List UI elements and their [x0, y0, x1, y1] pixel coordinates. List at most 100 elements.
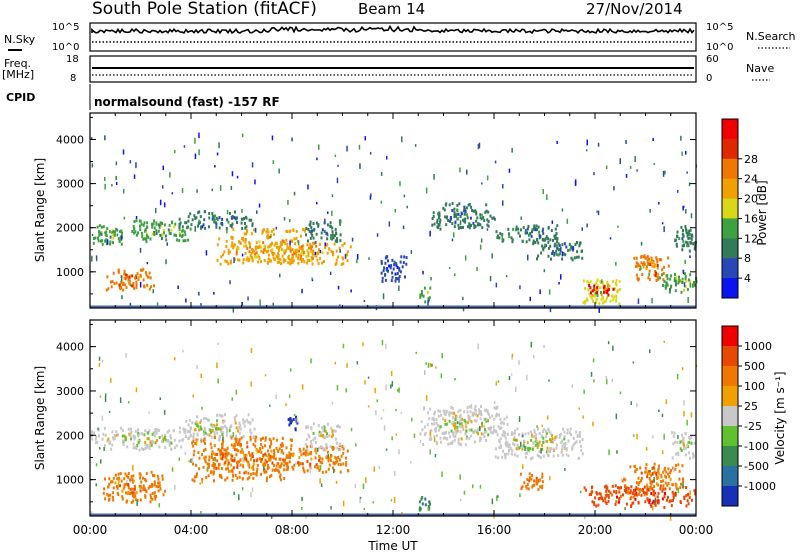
- echo-cell: [662, 479, 665, 483]
- echo-cell: [107, 485, 110, 489]
- echo-cell: [443, 432, 446, 435]
- echo-cell: [192, 435, 195, 439]
- echo-cell: [572, 443, 575, 447]
- echo-cell: [662, 284, 664, 287]
- echo-cell: [263, 470, 266, 474]
- echo-cell: [290, 421, 292, 425]
- echo-cell: [232, 466, 235, 470]
- colorbar-swatch: [722, 278, 738, 299]
- echo-cell: [242, 258, 245, 261]
- echo-cell: [331, 431, 334, 435]
- echo-cell: [237, 460, 239, 464]
- colorbar-swatch: [722, 446, 738, 467]
- echo-cell: [148, 287, 151, 291]
- echo-cell: [449, 442, 452, 445]
- echo-cell: [521, 445, 524, 449]
- echo-cell: [240, 436, 243, 440]
- echo-cell: [331, 466, 334, 470]
- echo-cell: [263, 244, 266, 248]
- echo-cell: [265, 476, 268, 480]
- echo-cell: [665, 470, 668, 474]
- echo-cell: [635, 256, 638, 260]
- echo-cell: [686, 234, 689, 238]
- echo-cell: [597, 210, 600, 216]
- echo-cell: [134, 230, 137, 234]
- echo-cell: [339, 239, 342, 243]
- echo-cell: [123, 434, 126, 438]
- echo-cell: [489, 430, 492, 434]
- echo-cell: [528, 479, 531, 483]
- echo-cell: [143, 237, 146, 241]
- echo-cell: [263, 465, 265, 471]
- echo-cell: [498, 236, 501, 240]
- echo-cell: [162, 229, 165, 233]
- echo-cell: [487, 224, 490, 228]
- echo-cell: [345, 463, 348, 467]
- echo-cell: [190, 458, 192, 463]
- echo-cell: [191, 441, 194, 445]
- echo-cell: [685, 279, 688, 283]
- echo-cell: [605, 489, 608, 493]
- echo-cell: [451, 416, 454, 420]
- echo-cell: [200, 439, 203, 443]
- echo-cell: [243, 471, 246, 475]
- echo-cell: [321, 261, 324, 265]
- echo-cell: [550, 440, 553, 444]
- echo-cell: [331, 226, 334, 230]
- echo-cell: [454, 273, 456, 277]
- echo-cell: [403, 255, 406, 259]
- echo-cell: [144, 494, 147, 498]
- echo-cell: [528, 238, 531, 242]
- echo-cell: [649, 261, 652, 265]
- colorbar-tick-label: -1000: [744, 480, 776, 493]
- echo-cell: [463, 418, 466, 422]
- echo-cell: [475, 409, 478, 413]
- echo-cell: [566, 428, 569, 432]
- echo-cell: [480, 412, 483, 416]
- echo-cell: [672, 434, 675, 438]
- echo-cell: [674, 289, 677, 293]
- echo-cell: [224, 452, 227, 456]
- echo-cell: [526, 483, 529, 486]
- echo-cell: [236, 175, 239, 179]
- echo-cell: [140, 480, 143, 484]
- echo-cell: [151, 232, 154, 236]
- echo-cell: [283, 468, 286, 472]
- echo-cell: [530, 430, 532, 434]
- echo-cell: [621, 479, 624, 483]
- echo-cell: [273, 243, 276, 247]
- echo-cell: [471, 413, 474, 417]
- echo-cell: [511, 238, 514, 242]
- echo-cell: [651, 264, 654, 268]
- y-tick-label: 2000: [56, 222, 84, 235]
- echo-cell: [427, 507, 430, 511]
- echo-cell: [485, 439, 488, 442]
- echo-cell: [187, 238, 190, 242]
- echo-cell: [664, 286, 667, 290]
- echo-cell: [391, 275, 394, 279]
- echo-cell: [119, 238, 122, 242]
- echo-cell: [469, 216, 472, 220]
- echo-cell: [448, 413, 451, 417]
- echo-cell: [306, 243, 309, 247]
- echo-cell: [693, 247, 696, 251]
- echo-cell: [457, 226, 460, 230]
- echo-cell: [651, 261, 654, 265]
- echo-cell: [307, 228, 310, 231]
- echo-cell: [191, 218, 194, 222]
- echo-cell: [318, 455, 320, 458]
- echo-cell: [558, 282, 560, 285]
- echo-cell: [325, 442, 328, 446]
- echo-cell: [335, 232, 338, 236]
- echo-cell: [536, 446, 539, 450]
- echo-cell: [645, 447, 648, 451]
- echo-cell: [606, 282, 609, 286]
- echo-cell: [451, 209, 454, 212]
- echo-cell: [310, 358, 312, 364]
- echo-cell: [363, 300, 366, 303]
- echo-cell: [453, 411, 456, 415]
- echo-cell: [587, 281, 590, 285]
- echo-cell: [213, 433, 216, 437]
- echo-cell: [480, 217, 483, 221]
- echo-cell: [390, 384, 392, 389]
